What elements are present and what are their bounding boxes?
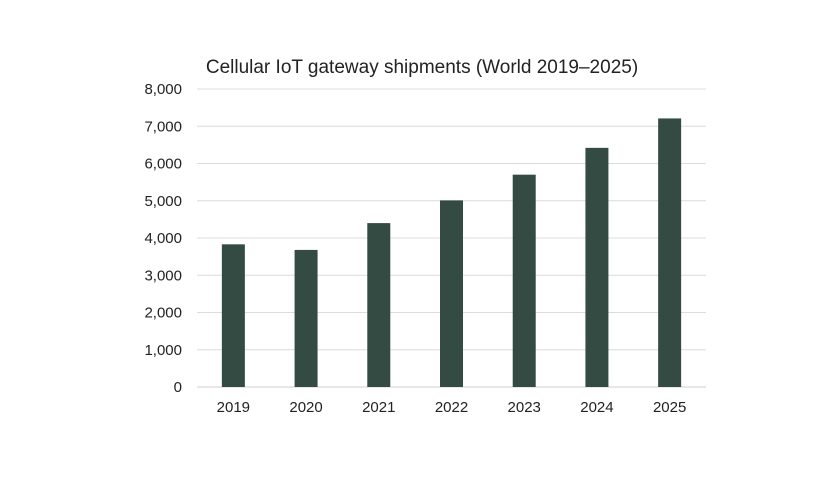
y-tick-label: 2,000 xyxy=(144,305,182,322)
y-tick-label: 1,000 xyxy=(144,342,182,359)
x-tick-label: 2022 xyxy=(435,399,468,416)
x-tick-label: 2024 xyxy=(580,399,613,416)
bar-2024 xyxy=(585,147,609,387)
x-tick-label: 2019 xyxy=(217,399,250,416)
bar-2023 xyxy=(512,174,536,387)
y-tick-label: 5,000 xyxy=(144,193,182,210)
bars xyxy=(221,118,682,388)
y-tick-label: 7,000 xyxy=(144,118,182,135)
x-axis-tick-labels: 2019 2020 2021 2022 2023 2024 2025 xyxy=(217,399,687,416)
y-tick-label: 4,000 xyxy=(144,230,182,247)
x-tick-label: 2023 xyxy=(508,399,541,416)
bar-2020 xyxy=(294,249,318,387)
y-axis-tick-labels: 0 1,000 2,000 3,000 4,000 5,000 6,000 7,000 8,00… xyxy=(144,81,182,396)
x-tick-label: 2025 xyxy=(653,399,686,416)
bar-2021 xyxy=(367,223,391,387)
x-tick-label: 2021 xyxy=(362,399,395,416)
chart-title: Cellular IoT gateway shipments (World 20… xyxy=(206,57,638,78)
bar-2025 xyxy=(658,118,682,388)
y-tick-label: 6,000 xyxy=(144,156,182,173)
x-tick-label: 2020 xyxy=(289,399,322,416)
y-tick-label: 0 xyxy=(174,379,182,396)
bar-2022 xyxy=(440,200,463,387)
bar-2019 xyxy=(221,244,245,387)
y-tick-label: 3,000 xyxy=(144,267,182,284)
y-tick-label: 8,000 xyxy=(144,81,182,98)
